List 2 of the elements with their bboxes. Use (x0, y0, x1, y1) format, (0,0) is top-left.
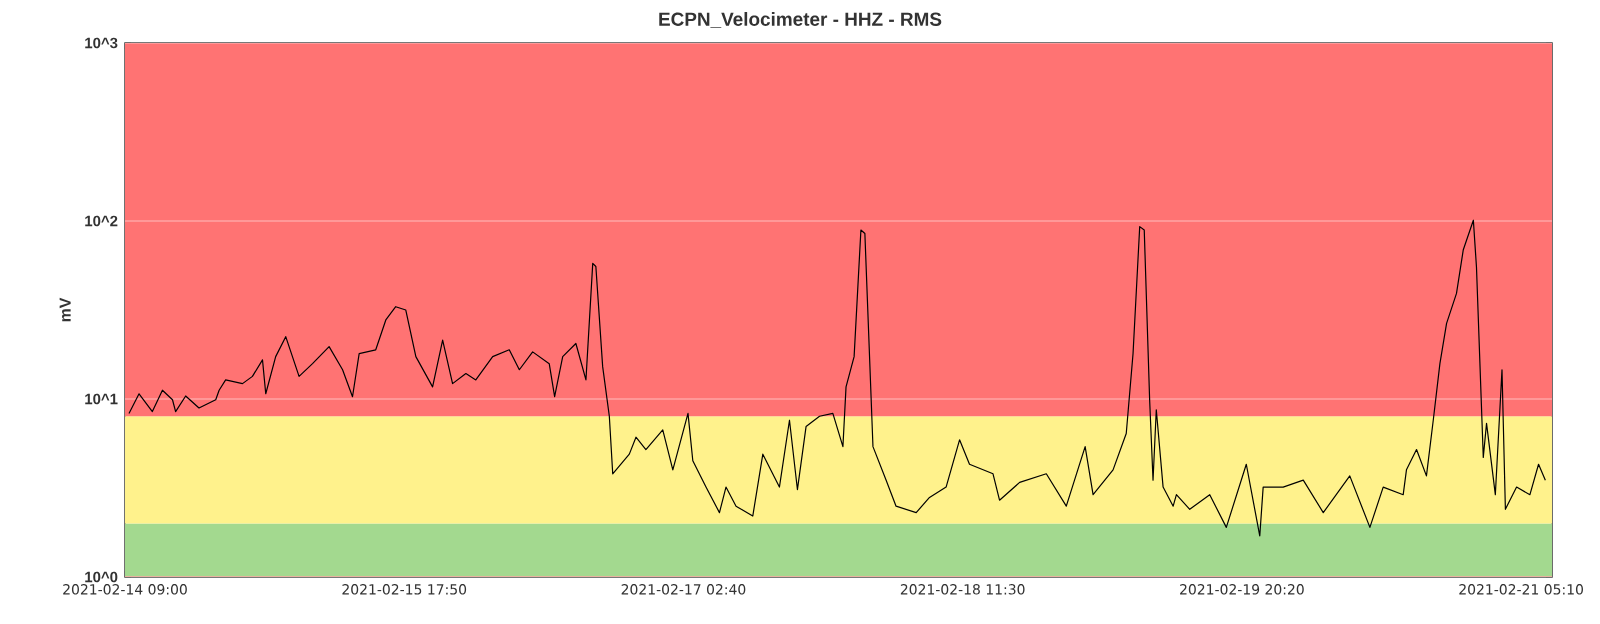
line-series (128, 219, 1546, 537)
chart-title: ECPN_Velocimeter - HHZ - RMS (659, 11, 942, 29)
